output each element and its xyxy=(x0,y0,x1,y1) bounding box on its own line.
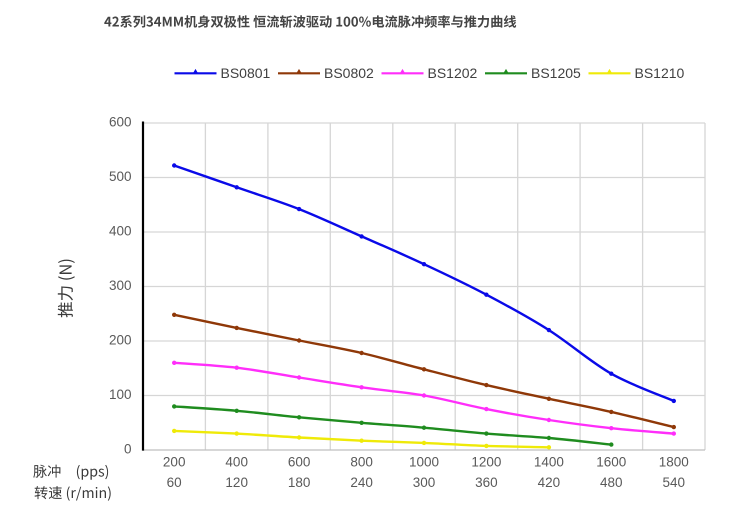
svg-text:0: 0 xyxy=(124,441,132,456)
svg-text:300: 300 xyxy=(413,475,436,490)
svg-text:600: 600 xyxy=(288,455,311,470)
svg-text:1200: 1200 xyxy=(471,455,501,470)
svg-text:120: 120 xyxy=(225,475,248,490)
svg-text:1000: 1000 xyxy=(409,455,439,470)
svg-text:200: 200 xyxy=(109,332,132,347)
svg-text:800: 800 xyxy=(350,455,373,470)
svg-text:400: 400 xyxy=(225,455,248,470)
svg-text:420: 420 xyxy=(538,475,561,490)
svg-text:BS1210: BS1210 xyxy=(635,65,685,81)
svg-text:540: 540 xyxy=(663,475,686,490)
svg-text:100: 100 xyxy=(109,387,132,402)
svg-text:360: 360 xyxy=(475,475,498,490)
svg-text:60: 60 xyxy=(167,475,182,490)
svg-text:BS0802: BS0802 xyxy=(324,65,374,81)
svg-text:BS0801: BS0801 xyxy=(221,65,271,81)
svg-text:400: 400 xyxy=(109,223,132,238)
svg-text:600: 600 xyxy=(109,114,132,129)
svg-text:240: 240 xyxy=(350,475,373,490)
svg-text:BS1205: BS1205 xyxy=(531,65,581,81)
svg-text:500: 500 xyxy=(109,169,132,184)
svg-text:180: 180 xyxy=(288,475,311,490)
svg-text:1800: 1800 xyxy=(659,455,689,470)
svg-text:480: 480 xyxy=(600,475,623,490)
svg-text:1400: 1400 xyxy=(534,455,564,470)
svg-text:BS1202: BS1202 xyxy=(428,65,478,81)
svg-text:300: 300 xyxy=(109,278,132,293)
svg-text:200: 200 xyxy=(163,455,186,470)
svg-text:1600: 1600 xyxy=(596,455,626,470)
